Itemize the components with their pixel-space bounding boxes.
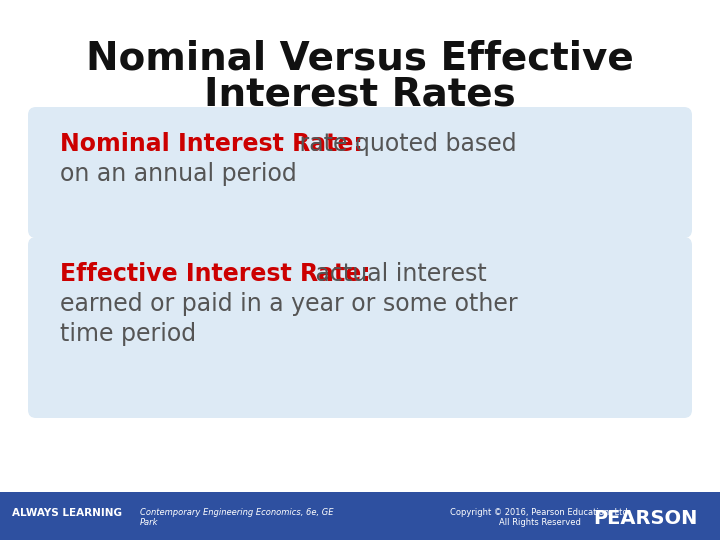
Text: actual interest: actual interest — [308, 262, 487, 286]
Text: time period: time period — [60, 322, 196, 346]
FancyBboxPatch shape — [28, 107, 692, 238]
Text: Effective Interest Rate:: Effective Interest Rate: — [60, 262, 371, 286]
Text: Copyright © 2016, Pearson Education, Ltd.
All Rights Reserved: Copyright © 2016, Pearson Education, Ltd… — [450, 508, 631, 528]
Text: Contemporary Engineering Economics, 6e, GE
Park: Contemporary Engineering Economics, 6e, … — [140, 508, 333, 528]
Text: Nominal Interest Rate:: Nominal Interest Rate: — [60, 132, 363, 156]
FancyBboxPatch shape — [28, 237, 692, 418]
Text: Interest Rates: Interest Rates — [204, 75, 516, 113]
Text: rate quoted based: rate quoted based — [292, 132, 517, 156]
Text: Nominal Versus Effective: Nominal Versus Effective — [86, 40, 634, 78]
Text: ALWAYS LEARNING: ALWAYS LEARNING — [12, 508, 122, 518]
Text: earned or paid in a year or some other: earned or paid in a year or some other — [60, 292, 518, 316]
Text: PEARSON: PEARSON — [593, 509, 698, 528]
FancyBboxPatch shape — [0, 492, 720, 540]
Text: on an annual period: on an annual period — [60, 162, 297, 186]
